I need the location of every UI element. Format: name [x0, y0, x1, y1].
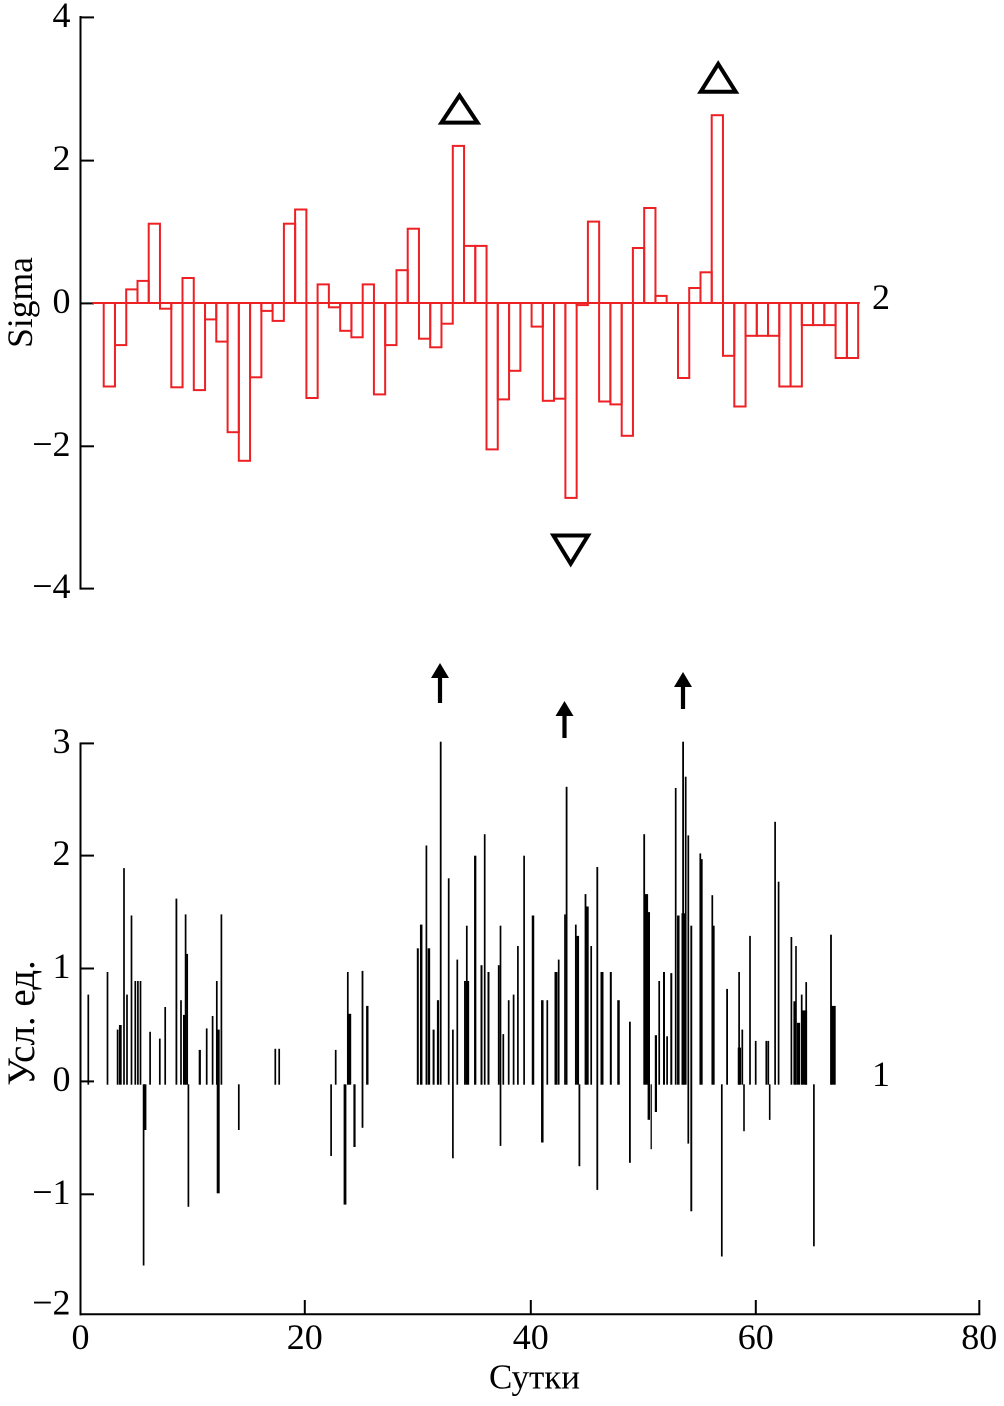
svg-text:2: 2	[53, 138, 71, 178]
svg-text:40: 40	[513, 1317, 549, 1357]
svg-text:2: 2	[872, 277, 890, 317]
svg-text:2: 2	[53, 833, 71, 873]
svg-text:0: 0	[53, 1059, 71, 1099]
svg-text:−2: −2	[32, 1283, 70, 1323]
svg-text:1: 1	[872, 1054, 890, 1094]
svg-text:80: 80	[961, 1317, 997, 1357]
svg-text:−1: −1	[32, 1172, 70, 1212]
svg-text:−2: −2	[32, 424, 70, 464]
svg-text:4: 4	[53, 0, 71, 35]
svg-text:0: 0	[53, 281, 71, 321]
svg-text:−4: −4	[32, 566, 70, 606]
svg-text:Усл. ед.: Усл. ед.	[0, 960, 43, 1086]
svg-text:3: 3	[53, 721, 71, 761]
svg-text:Сутки: Сутки	[489, 1358, 580, 1397]
svg-text:60: 60	[738, 1317, 774, 1357]
svg-text:20: 20	[287, 1317, 323, 1357]
svg-text:1: 1	[53, 946, 71, 986]
svg-text:0: 0	[72, 1317, 90, 1357]
svg-text:Sigma: Sigma	[0, 257, 40, 348]
